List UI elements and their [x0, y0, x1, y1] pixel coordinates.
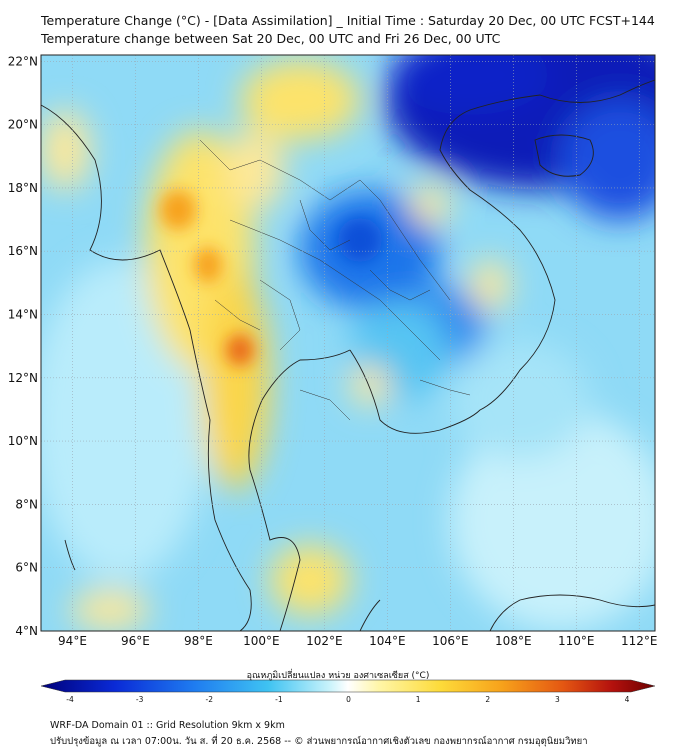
lon-tick-label: 98°E	[184, 634, 213, 648]
lat-tick-label: 12°N	[8, 371, 38, 385]
lat-tick-label: 18°N	[8, 181, 38, 195]
graticule	[41, 55, 655, 631]
map-frame	[40, 54, 656, 632]
colorbar-tick-label: -3	[136, 695, 144, 704]
colorbar-tick-label: -2	[206, 695, 214, 704]
colorbar-tick-label: 3	[555, 695, 560, 704]
lon-tick-label: 112°E	[621, 634, 658, 648]
colorbar-tick-label: -1	[275, 695, 283, 704]
colorbar-tick-label: 1	[416, 695, 421, 704]
colorbar-tick-label: 4	[625, 695, 630, 704]
lat-tick-label: 8°N	[15, 497, 38, 511]
footer-line-2: ปรับปรุงข้อมูล ณ เวลา 07:00น. วัน ส. ที่…	[50, 736, 588, 747]
lat-tick-label: 14°N	[8, 308, 38, 322]
lon-tick-label: 106°E	[432, 634, 469, 648]
lon-tick-label: 94°E	[58, 634, 87, 648]
colorbar-tick-label: 2	[485, 695, 490, 704]
lat-tick-label: 4°N	[15, 624, 38, 638]
colorbar-ticks: -4 -3 -2 -1 0 1 2 3 4	[66, 695, 629, 704]
colorbar: -4 -3 -2 -1 0 1 2 3 4	[40, 679, 656, 704]
title-line-2: Temperature change between Sat 20 Dec, 0…	[41, 31, 501, 46]
lat-tick-label: 22°N	[8, 54, 38, 68]
title-line-1: Temperature Change (°C) - [Data Assimila…	[41, 13, 655, 28]
lon-tick-label: 104°E	[369, 634, 406, 648]
longitude-ticks: 94°E 96°E 98°E 100°E 102°E 104°E 106°E 108°E 110…	[58, 634, 657, 648]
lat-tick-label: 20°N	[8, 118, 38, 132]
lon-tick-label: 108°E	[495, 634, 532, 648]
lon-tick-label: 110°E	[558, 634, 595, 648]
lat-tick-label: 10°N	[8, 434, 38, 448]
latitude-ticks: 22°N 20°N 18°N 16°N 14°N 12°N 10°N 8°N 6°N 4°N	[8, 54, 38, 638]
colorbar-tick-label: 0	[346, 695, 351, 704]
lon-tick-label: 102°E	[306, 634, 343, 648]
footer-line-1: WRF-DA Domain 01 :: Grid Resolution 9km …	[50, 720, 285, 731]
lon-tick-label: 96°E	[121, 634, 150, 648]
temperature-field	[41, 55, 655, 631]
lat-tick-label: 16°N	[8, 244, 38, 258]
colorbar-tick-label: -4	[66, 695, 74, 704]
lat-tick-label: 6°N	[15, 561, 38, 575]
lon-tick-label: 100°E	[243, 634, 280, 648]
coastlines	[41, 79, 655, 631]
colorbar-label: อุณหภูมิเปลี่ยนแปลง หน่วย องศาเซลเซียส (…	[246, 671, 430, 681]
admin-borders	[199, 139, 471, 421]
colorbar-bar	[40, 679, 656, 693]
